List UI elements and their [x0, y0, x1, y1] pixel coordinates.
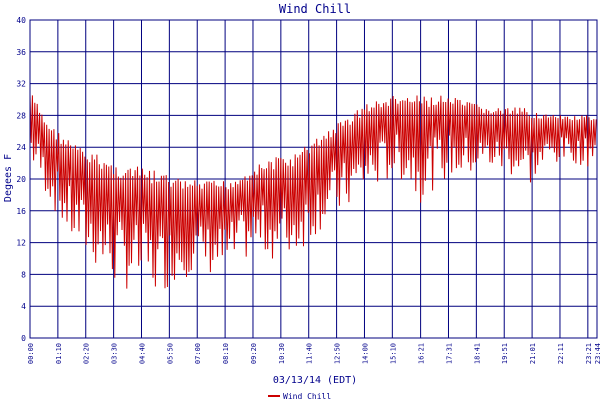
y-tick-label: 4 [21, 302, 26, 311]
x-tick-label: 09:20 [250, 343, 258, 364]
x-tick-label: 14:00 [361, 343, 369, 364]
x-tick-label: 02:20 [83, 343, 91, 364]
x-tick-label: 12:50 [334, 343, 342, 364]
x-tick-label: 05:50 [166, 343, 174, 364]
y-tick-label: 40 [16, 16, 26, 25]
y-tick-label: 0 [21, 334, 26, 343]
legend-label: Wind Chill [283, 392, 331, 400]
x-tick-label: 04:40 [138, 343, 146, 364]
x-tick-label: 11:40 [306, 343, 314, 364]
x-tick-label: 21:01 [529, 343, 537, 364]
x-tick-label: 07:00 [194, 343, 202, 364]
x-tick-label: 18:41 [473, 343, 481, 364]
x-tick-label: 01:10 [55, 343, 63, 364]
series-wind-chill [29, 94, 597, 289]
y-tick-label: 8 [21, 270, 26, 279]
series-line-wind-chill [29, 94, 597, 289]
y-tick-label: 12 [16, 239, 26, 248]
x-tick-label: 08:10 [222, 343, 230, 364]
x-tick-label: 23:44 [594, 343, 600, 364]
y-tick-label: 36 [16, 48, 26, 57]
y-tick-label: 24 [16, 143, 26, 152]
y-axis-label: Degees F [3, 154, 14, 202]
axes: 0 4 8 12 16 20 24 28 32 36 40 00:00 01:10 02:20 03:30 0… [16, 16, 600, 364]
x-tick-label: 10:30 [278, 343, 286, 364]
x-tick-label: 17:31 [445, 343, 453, 364]
legend: Wind Chill [268, 392, 331, 401]
plot-frame [29, 19, 598, 339]
y-tick-label: 28 [16, 111, 26, 120]
chart-title: Wind Chill [279, 2, 351, 16]
x-tick-label: 22:11 [557, 343, 565, 364]
x-tick-label: 03:30 [111, 343, 119, 364]
x-tick-label: 16:21 [418, 343, 426, 364]
y-tick-label: 32 [16, 80, 26, 89]
y-tick-label: 20 [16, 175, 26, 184]
x-axis-label: 03/13/14 (EDT) [273, 375, 357, 386]
x-tick-label: 15:10 [389, 343, 397, 364]
y-tick-label: 16 [16, 207, 26, 216]
x-tick-label: 00:00 [27, 343, 35, 364]
x-tick-label: 19:51 [501, 343, 509, 364]
x-tick-label: 23:21 [585, 343, 593, 364]
